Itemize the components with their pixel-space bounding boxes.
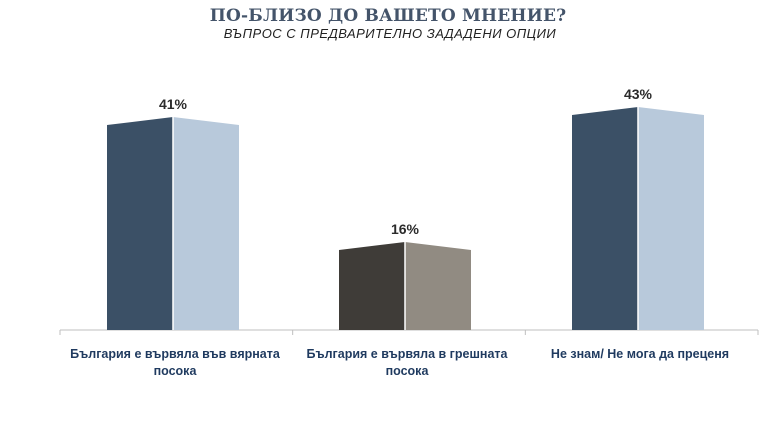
category-label-line: посока [154,364,198,378]
chart-subtitle: ВЪПРОС С ПРЕДВАРИТЕЛНО ЗАДАДЕНИ ОПЦИИ [223,26,557,41]
data-label: 41% [159,96,188,112]
bar-left-face [339,242,405,330]
bar-right-face [173,117,239,330]
category-label-line: България е вървяла в грешната [307,347,509,361]
bar-right-face [638,107,704,330]
chart-title: ПО-БЛИЗО ДО ВАШЕТО МНЕНИЕ? [209,6,567,26]
bar-left-face [572,107,638,330]
data-label: 43% [624,86,653,102]
bar-left-face [107,117,173,330]
category-label: Не знам/ Не мога да преценя [551,347,729,361]
bar [572,107,704,330]
data-label: 16% [391,221,420,237]
category-label-line: България е вървяла във вярната [70,347,281,361]
bar-right-face [405,242,471,330]
category-label-line: посока [386,364,430,378]
category-label: България е вървяла във вярната посока [70,347,281,378]
bar [339,242,471,330]
bar [107,117,239,330]
category-label-line: Не знам/ Не мога да преценя [551,347,729,361]
category-label: България е вървяла в грешната посока [307,347,509,378]
